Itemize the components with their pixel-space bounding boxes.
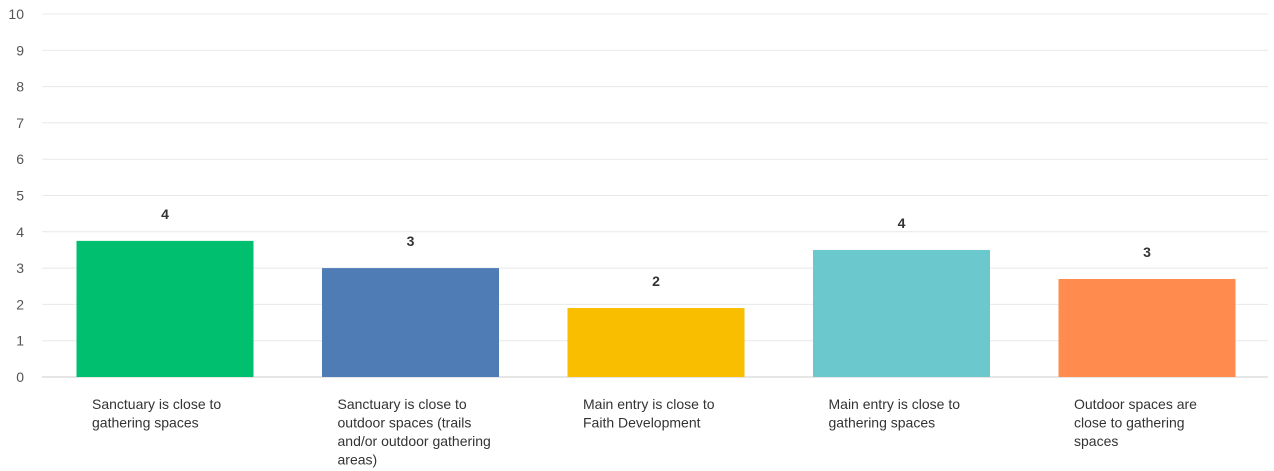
y-tick-label: 7 <box>16 115 24 131</box>
data-label: 3 <box>1143 244 1151 260</box>
y-tick-label: 0 <box>16 369 24 385</box>
y-tick-label: 1 <box>16 333 24 349</box>
category-label: Outdoor spaces are close to gathering spac… <box>1074 396 1197 449</box>
bar <box>322 268 499 377</box>
y-tick-label: 5 <box>16 188 24 204</box>
y-tick-label: 3 <box>16 260 24 276</box>
y-tick-label: 10 <box>8 6 24 22</box>
data-label: 4 <box>161 206 169 222</box>
y-tick-label: 2 <box>16 296 24 312</box>
category-labels: Sanctuary is close to gathering spaces San… <box>92 396 1197 468</box>
bar <box>567 308 745 377</box>
bar <box>1058 278 1236 377</box>
category-label: Sanctuary is close to gathering spaces <box>92 396 221 431</box>
y-tick-label: 4 <box>16 224 24 240</box>
data-labels: 4 3 2 4 3 <box>161 206 1151 289</box>
y-axis-ticks: 0 1 2 3 4 5 6 7 8 9 10 <box>8 6 24 385</box>
y-tick-label: 8 <box>16 79 24 95</box>
y-tick-label: 6 <box>16 151 24 167</box>
y-tick-label: 9 <box>16 42 24 58</box>
data-label: 4 <box>898 215 906 231</box>
category-label: Main entry is close to Faith Development <box>583 396 715 431</box>
bar <box>813 249 990 377</box>
bar <box>76 240 254 377</box>
category-label: Main entry is close to gathering spaces <box>829 396 961 431</box>
data-label: 2 <box>652 273 660 289</box>
bars <box>76 240 1236 377</box>
category-label: Sanctuary is close to outdoor spaces (tra… <box>338 396 491 468</box>
data-label: 3 <box>407 233 415 249</box>
